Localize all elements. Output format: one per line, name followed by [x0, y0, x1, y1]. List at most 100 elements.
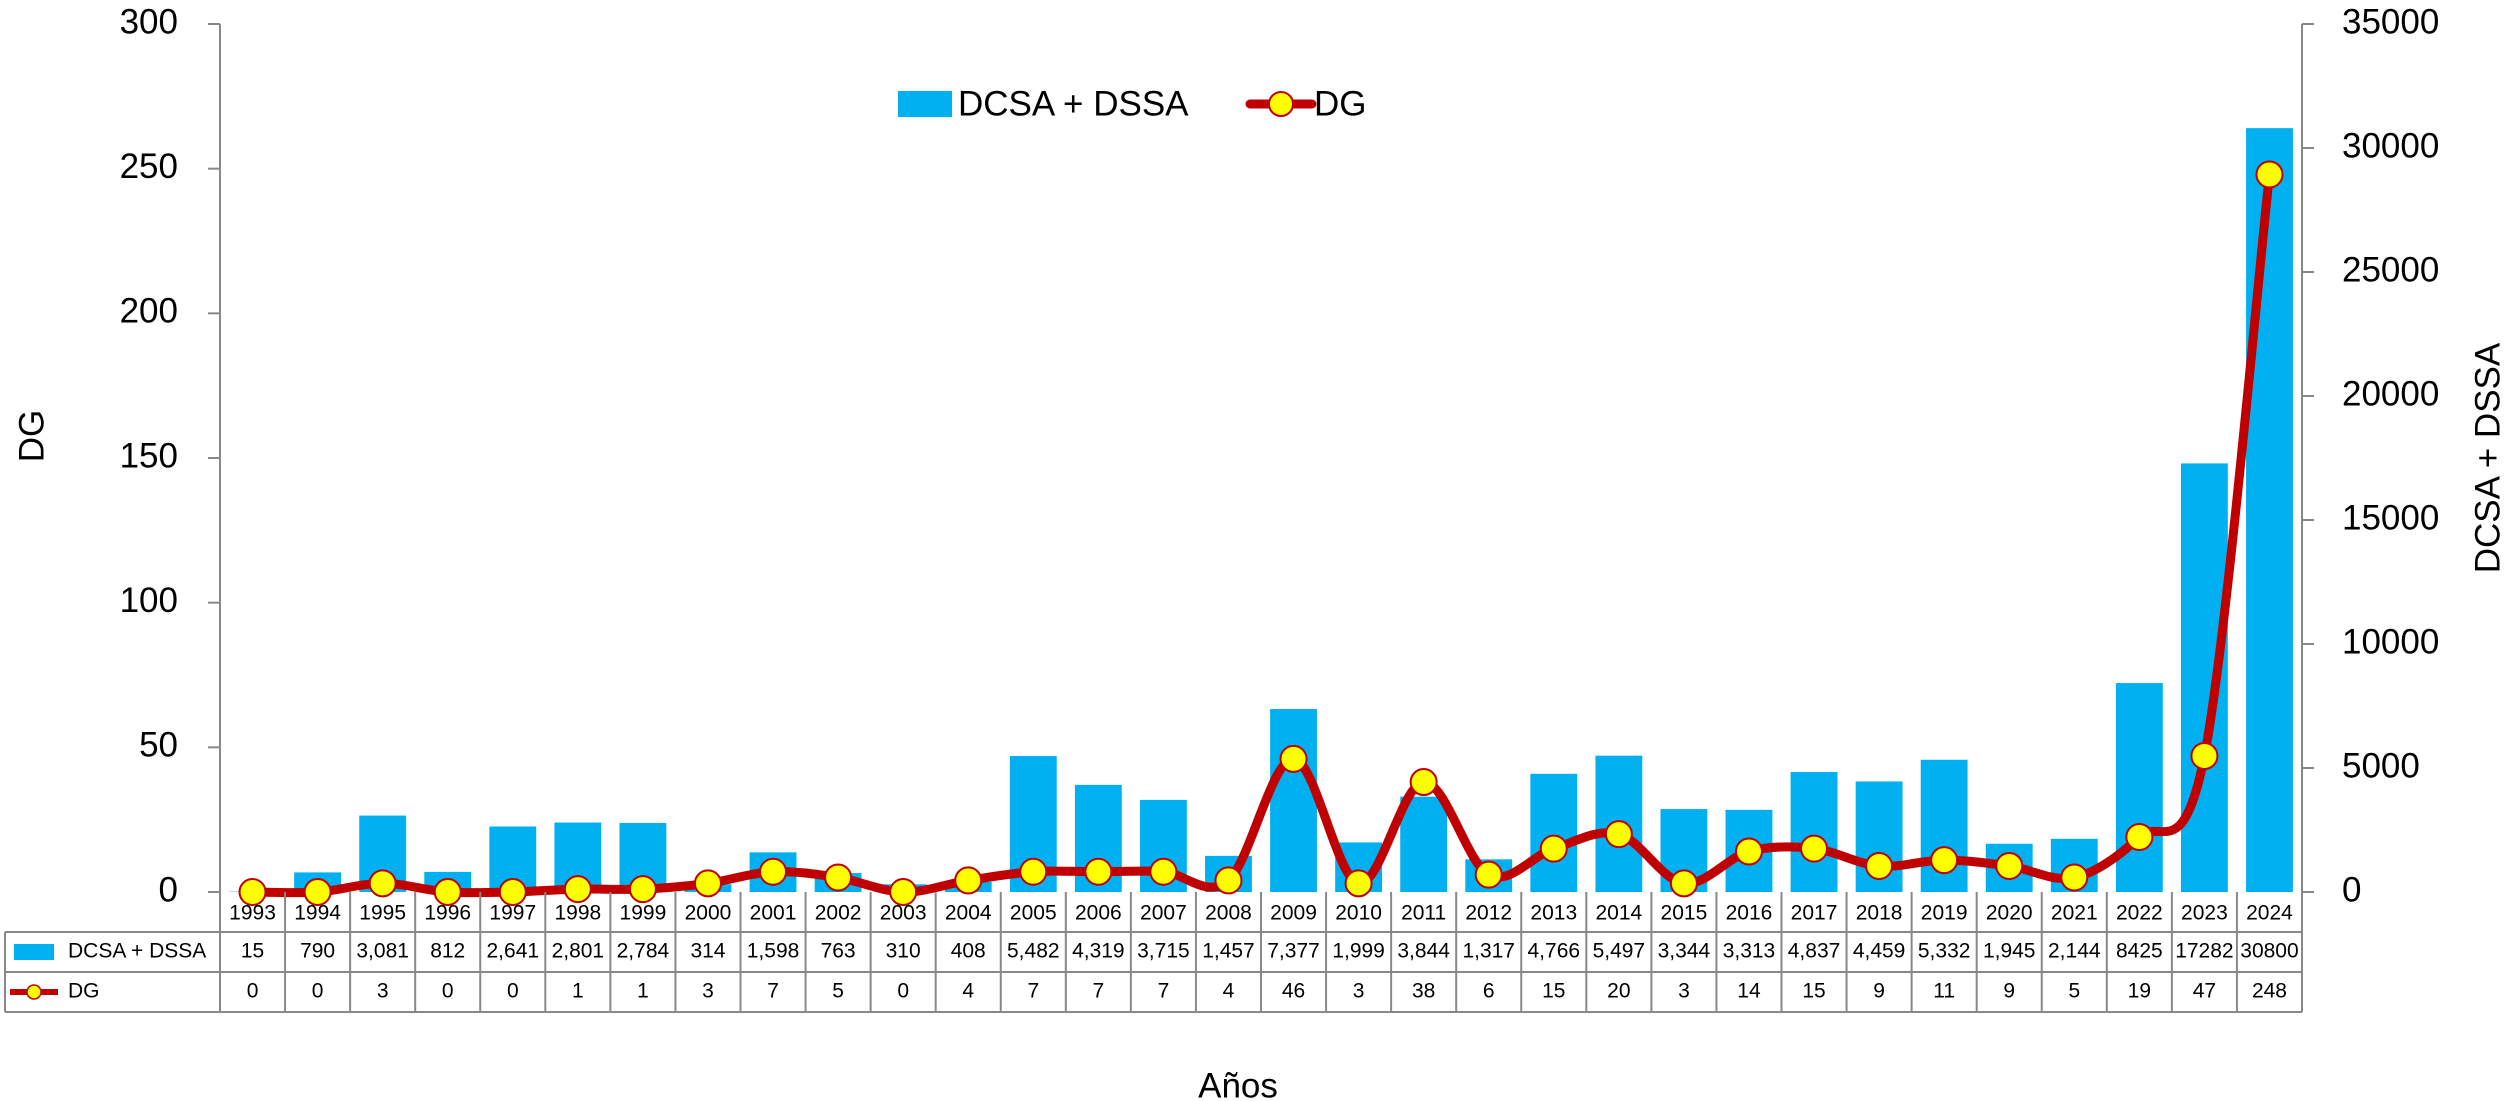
table-cell: 15 [1802, 980, 1825, 1003]
marker [1669, 869, 1698, 898]
table-cell: 30800 [2240, 940, 2298, 963]
marker [1409, 768, 1438, 797]
marker [824, 863, 853, 892]
table-key [14, 944, 54, 960]
table-cell: 314 [690, 940, 725, 963]
x-tick-label: 2008 [1205, 902, 1252, 925]
table-cell: 3 [377, 980, 389, 1003]
table-cell: 7 [767, 980, 779, 1003]
table-cell: 763 [821, 940, 856, 963]
table-cell: 812 [430, 940, 465, 963]
y2-tick-label: 25000 [2342, 250, 2439, 289]
marker [2190, 742, 2219, 771]
table-cell: 46 [1282, 980, 1305, 1003]
x-tick-label: 2021 [2051, 902, 2098, 925]
table-cell: 4 [1223, 980, 1235, 1003]
y-axis-label: DG [12, 410, 51, 463]
marker [2060, 863, 2089, 892]
y2-tick-label: 15000 [2342, 498, 2439, 537]
table-key [26, 984, 42, 1000]
x-tick-label: 2009 [1270, 902, 1317, 925]
y-tick-label: 200 [120, 292, 178, 331]
table-cell: 3 [702, 980, 714, 1003]
marker [1279, 744, 1308, 773]
table-cell: 1,457 [1202, 940, 1255, 963]
table-cell: 2,641 [487, 940, 540, 963]
table-cell: 5,332 [1918, 940, 1971, 963]
y2-tick-label: 5000 [2342, 746, 2420, 785]
x-tick-label: 2003 [880, 902, 927, 925]
x-tick-label: 2006 [1075, 902, 1122, 925]
y-tick-label: 150 [120, 436, 178, 475]
legend-label: DG [1314, 84, 1367, 123]
legend-swatch [1268, 91, 1294, 117]
table-cell: 38 [1412, 980, 1435, 1003]
x-tick-label: 2007 [1140, 902, 1187, 925]
table-row-label: DG [68, 980, 100, 1003]
x-tick-label: 2016 [1726, 902, 1773, 925]
table-cell: 1 [637, 980, 649, 1003]
table-cell: 0 [507, 980, 519, 1003]
marker [1539, 834, 1568, 863]
table-cell: 5,482 [1007, 940, 1060, 963]
y-tick-label: 50 [139, 726, 178, 765]
table-cell: 7 [1093, 980, 1105, 1003]
marker [1865, 851, 1894, 880]
table-cell: 17282 [2175, 940, 2233, 963]
marker [693, 869, 722, 898]
x-tick-label: 2012 [1465, 902, 1512, 925]
table-cell: 7 [1027, 980, 1039, 1003]
table-cell: 0 [247, 980, 259, 1003]
table-cell: 15 [1542, 980, 1565, 1003]
marker [1995, 851, 2024, 880]
x-tick-label: 2010 [1335, 902, 1382, 925]
x-tick-label: 1995 [359, 902, 406, 925]
legend-swatch [898, 91, 952, 117]
table-cell: 2,801 [552, 940, 605, 963]
table-cell: 1,598 [747, 940, 800, 963]
x-tick-label: 2014 [1595, 902, 1642, 925]
marker [238, 878, 267, 906]
table-cell: 4,319 [1072, 940, 1125, 963]
y-tick-label: 300 [120, 2, 178, 41]
table-cell: 47 [2193, 980, 2216, 1003]
bar [2246, 128, 2293, 892]
table-cell: 2,144 [2048, 940, 2101, 963]
table-cell: 15 [241, 940, 264, 963]
bar [2115, 683, 2163, 892]
x-tick-label: 1994 [294, 902, 341, 925]
table-cell: 7,377 [1267, 940, 1320, 963]
table-cell: 1,945 [1983, 940, 2036, 963]
x-tick-label: 1993 [229, 902, 276, 925]
x-tick-label: 1997 [489, 902, 536, 925]
table-cell: 4,837 [1788, 940, 1841, 963]
legend-label: DCSA + DSSA [958, 84, 1189, 123]
table-cell: 5 [2068, 980, 2080, 1003]
marker [2255, 160, 2284, 189]
x-axis-label: Años [1198, 1066, 1278, 1101]
marker [433, 878, 462, 906]
table-cell: 310 [886, 940, 921, 963]
table-cell: 1,999 [1332, 940, 1385, 963]
x-tick-label: 2019 [1921, 902, 1968, 925]
x-tick-label: 2004 [945, 902, 992, 925]
marker [1930, 846, 1959, 875]
x-tick-label: 2002 [815, 902, 862, 925]
y2-tick-label: 30000 [2342, 126, 2439, 165]
x-tick-label: 1998 [554, 902, 601, 925]
marker [303, 878, 332, 906]
marker [498, 878, 527, 906]
table-cell: 2,784 [617, 940, 670, 963]
table-cell: 0 [312, 980, 324, 1003]
y2-tick-label: 10000 [2342, 622, 2439, 661]
y2-tick-label: 0 [2342, 870, 2361, 909]
table-cell: 20 [1607, 980, 1630, 1003]
marker [759, 857, 788, 886]
table-cell: 11 [1933, 980, 1955, 1003]
marker [563, 875, 592, 904]
table-cell: 5,497 [1593, 940, 1646, 963]
table-cell: 5 [832, 980, 844, 1003]
table-row-label: DCSA + DSSA [68, 940, 206, 963]
x-tick-label: 1996 [424, 902, 471, 925]
x-tick-label: 2013 [1530, 902, 1577, 925]
